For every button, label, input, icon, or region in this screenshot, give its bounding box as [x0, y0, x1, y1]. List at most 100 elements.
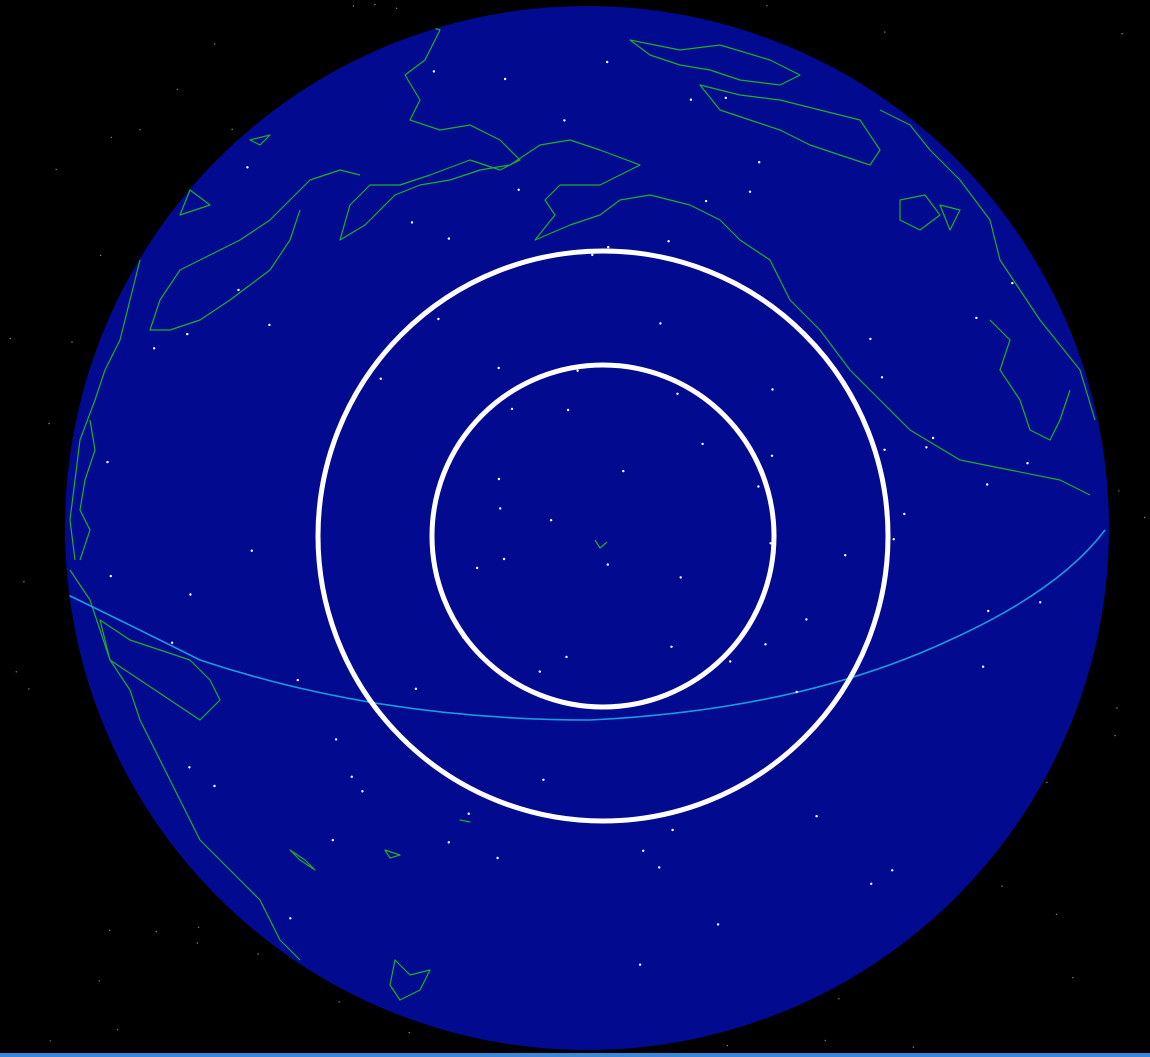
surface-dot — [379, 377, 382, 380]
star — [196, 942, 198, 944]
surface-dot — [361, 790, 364, 793]
surface-dot — [497, 477, 501, 481]
star — [726, 1045, 729, 1047]
surface-dot — [410, 221, 414, 224]
surface-dot — [676, 392, 679, 395]
star — [1116, 707, 1118, 709]
bottom-border — [0, 1053, 1150, 1057]
surface-dot — [870, 882, 873, 885]
coastline — [699, 84, 881, 166]
surface-dot — [542, 778, 545, 781]
surface-dot — [701, 442, 704, 446]
star — [214, 43, 216, 45]
star — [155, 930, 157, 933]
surface-dot — [237, 288, 240, 292]
star — [9, 337, 11, 340]
surface-dot — [437, 317, 440, 321]
star — [884, 31, 886, 33]
surface-dot — [689, 98, 693, 101]
surface-dot — [771, 388, 774, 391]
surface-dot — [764, 643, 767, 646]
star — [824, 1039, 826, 1042]
surface-dot — [931, 436, 935, 440]
surface-dot — [467, 812, 470, 815]
star — [48, 422, 50, 425]
surface-dot — [815, 815, 818, 818]
surface-dot — [538, 670, 541, 673]
star — [98, 980, 100, 982]
surface-dot — [447, 841, 450, 844]
surface-dot — [1026, 462, 1029, 465]
star — [176, 88, 178, 91]
surface-dot — [670, 645, 673, 648]
star — [49, 1040, 51, 1042]
star — [1144, 516, 1146, 519]
star — [1118, 490, 1120, 492]
equator-line — [67, 529, 1106, 721]
surface-dot — [591, 253, 594, 257]
surface-dot — [517, 188, 520, 191]
surface-dot — [925, 446, 928, 449]
coastlines — [67, 19, 1106, 1001]
star — [28, 688, 30, 690]
star — [395, 7, 398, 9]
star — [408, 1031, 410, 1034]
surface-dot — [880, 376, 884, 379]
surface-dots — [106, 60, 1042, 966]
coastline — [149, 169, 361, 331]
surface-dot — [769, 542, 772, 545]
surface-dot — [704, 199, 708, 203]
coastline — [99, 619, 221, 721]
space-stars — [9, 3, 1146, 1048]
surface-dot — [892, 538, 895, 541]
surface-dot — [565, 655, 568, 659]
coastline — [79, 419, 96, 561]
surface-dot — [170, 641, 174, 644]
star — [1055, 913, 1058, 915]
surface-dot — [350, 775, 353, 778]
star — [116, 1029, 119, 1031]
surface-dot — [499, 507, 502, 510]
surface-dot — [748, 190, 752, 193]
star — [55, 168, 57, 171]
star — [231, 128, 233, 131]
surface-dot — [510, 407, 514, 411]
surface-dot — [447, 237, 451, 240]
star — [1046, 781, 1048, 784]
coastline — [339, 19, 1091, 496]
surface-dot — [497, 366, 500, 370]
star — [139, 129, 141, 131]
surface-dot — [503, 77, 507, 81]
surface-dot — [770, 454, 774, 457]
surface-dot — [986, 483, 989, 486]
surface-dot — [576, 369, 579, 372]
star — [197, 926, 200, 928]
coastline — [899, 194, 961, 231]
outer-ring — [315, 248, 891, 824]
surface-dot — [606, 60, 609, 64]
surface-dot — [496, 856, 499, 860]
surface-dot — [667, 240, 670, 243]
star — [108, 929, 111, 932]
surface-dot — [109, 574, 113, 578]
surface-dot — [795, 690, 798, 694]
surface-dot — [758, 161, 761, 164]
surface-dot — [1011, 281, 1014, 285]
surface-dot — [679, 576, 682, 579]
star — [1114, 734, 1116, 737]
star — [766, 5, 768, 7]
star — [71, 341, 73, 343]
surface-dot — [106, 460, 109, 464]
inner-ring — [429, 362, 777, 710]
star — [15, 671, 17, 673]
surface-dot — [883, 448, 886, 451]
surface-dot — [475, 566, 479, 570]
surface-dot — [213, 784, 216, 788]
surface-dot — [331, 838, 334, 842]
surface-dot — [903, 512, 906, 516]
surface-dot — [891, 869, 894, 872]
coastline — [989, 319, 1071, 441]
star — [374, 3, 376, 6]
surface-dot — [671, 828, 674, 832]
